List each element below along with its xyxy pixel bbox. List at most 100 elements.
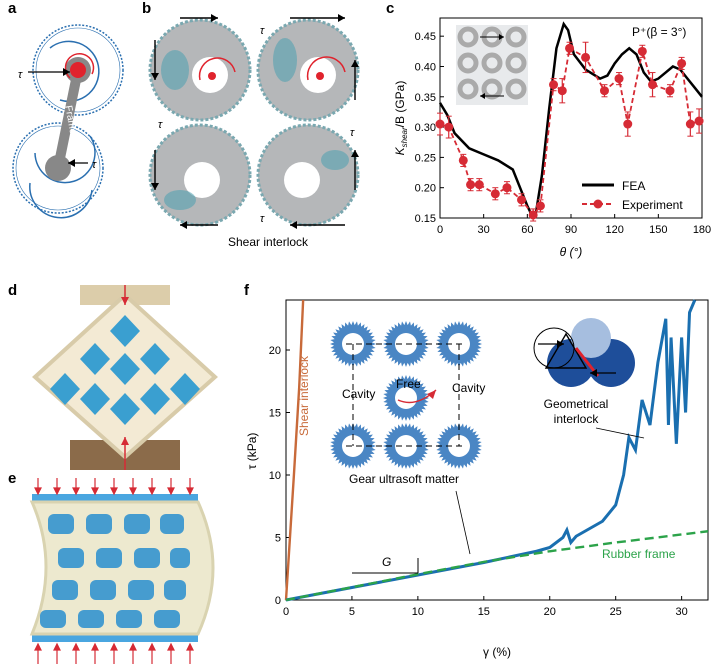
geo-line1: Geometrical <box>544 397 609 411</box>
f-ytick-label: 10 <box>269 470 281 482</box>
c-xtick-label: 90 <box>565 224 577 236</box>
experiment-point <box>444 122 454 132</box>
experiment-point <box>677 58 687 68</box>
panel-f-ylabel: τ (kPa) <box>246 433 259 470</box>
panel-label-f: f <box>244 282 249 299</box>
gear-hole <box>395 387 417 409</box>
load-arrow-bottom-head <box>72 642 80 651</box>
experiment-point <box>557 86 567 96</box>
experiment-point <box>466 180 476 190</box>
experiment-point <box>665 86 675 96</box>
experiment-point <box>694 116 704 126</box>
load-arrow-bottom-head <box>91 642 99 651</box>
f-xtick-label: 30 <box>676 606 688 618</box>
panel-a-tau-bottom: τ <box>92 159 97 171</box>
load-arrow-top-head <box>186 487 194 496</box>
shear-interlock-line <box>284 299 305 601</box>
panel-e-photo <box>29 478 215 664</box>
experiment-point <box>599 86 609 96</box>
panel-f-xlabel: γ (%) <box>483 645 511 659</box>
load-arrow-top-head <box>53 487 61 496</box>
label-free: Free <box>396 377 421 391</box>
panel-label-e: e <box>8 470 17 487</box>
panel-b-tau-3: τ <box>350 127 355 139</box>
f-ytick-label: 15 <box>269 408 281 420</box>
f-xtick-label: 25 <box>610 606 622 618</box>
gear-ultrasoft-line <box>285 299 697 602</box>
load-arrow-bottom-head <box>186 642 194 651</box>
experiment-point <box>458 155 468 165</box>
f-xtick-label: 20 <box>544 606 556 618</box>
geo-line2: interlock <box>554 412 600 426</box>
label-geometrical-interlock: Geometrical interlock <box>544 397 609 426</box>
experiment-point <box>623 119 633 129</box>
experiment-point <box>549 80 559 90</box>
load-arrow-top-head <box>129 487 137 496</box>
c-ytick-label: 0.45 <box>415 31 436 43</box>
c-xtick-label: 30 <box>478 224 490 236</box>
svg-text:Kshear/B (GPa): Kshear/B (GPa) <box>393 81 409 156</box>
experiment-point <box>685 119 695 129</box>
fea-line <box>438 21 703 217</box>
c-xtick-label: 150 <box>649 224 667 236</box>
load-arrow-bottom-head <box>34 642 42 651</box>
panel-label-d: d <box>8 282 18 299</box>
experiment-point <box>474 180 484 190</box>
panel-b-caption: Shear interlock <box>228 235 309 249</box>
label-shear-interlock: Shear interlock <box>297 355 311 436</box>
label-rubber-frame: Rubber frame <box>602 547 676 561</box>
experiment-point <box>565 43 575 53</box>
c-ytick-label: 0.15 <box>415 213 436 225</box>
panel-f-chart: 0 5 10 15 20 25 30 0 5 10 15 20 τ (kPa) γ (%) Shear… <box>246 299 709 659</box>
load-arrow-top-head <box>110 487 118 496</box>
experiment-point <box>535 201 545 211</box>
panel-a-tau-top: τ <box>18 69 23 81</box>
experiment-point <box>614 74 624 84</box>
c-xtick-label: 60 <box>521 224 533 236</box>
experiment-point <box>517 195 527 205</box>
load-arrow-bottom-head <box>110 642 118 651</box>
c-xtick-label: 120 <box>605 224 623 236</box>
experiment-point <box>581 52 591 62</box>
legend-experiment: Experiment <box>622 198 683 212</box>
f-xtick-label: 5 <box>349 606 355 618</box>
f-ytick-label: 5 <box>275 533 281 545</box>
load-arrow-top-head <box>34 487 42 496</box>
panel-b-unit-tau: τ <box>140 237 145 248</box>
panel-b-tau-4: τ <box>260 213 265 225</box>
panel-c-ylabel-k: K <box>393 146 407 155</box>
experiment-point <box>528 210 538 220</box>
panel-label-c: c <box>386 0 395 17</box>
label-cavity-right: Cavity <box>452 381 485 395</box>
load-arrow-bottom-head <box>129 642 137 651</box>
panel-c-xlabel: θ (°) <box>560 245 583 259</box>
label-gear-matter: Gear ultrasoft matter <box>349 472 459 486</box>
load-arrow-top-head <box>148 487 156 496</box>
c-ytick-label: 0.40 <box>415 61 436 73</box>
c-ytick-label: 0.35 <box>415 92 436 104</box>
panel-a-frame-label: Frame <box>62 105 78 136</box>
panel-c-inset-lattice <box>456 25 528 105</box>
c-ytick-label: 0.25 <box>415 152 436 164</box>
panel-d-photo <box>32 285 218 470</box>
c-xtick-label: 0 <box>437 224 443 236</box>
panel-b-tau-2: τ <box>158 119 163 131</box>
panel-b-tau-1: τ <box>260 25 265 37</box>
load-arrow-top-head <box>91 487 99 496</box>
load-arrow-top-head <box>167 487 175 496</box>
legend-fea: FEA <box>622 179 645 193</box>
f-xtick-label: 15 <box>478 606 490 618</box>
panel-label-b: b <box>142 0 152 17</box>
c-ytick-label: 0.30 <box>415 122 436 134</box>
rubber-frame-line <box>285 530 709 602</box>
c-ytick-label: 0.20 <box>415 183 436 195</box>
label-G: G <box>382 555 391 569</box>
panel-label-a: a <box>8 0 17 17</box>
geo-inset: Geometrical interlock <box>533 318 635 426</box>
gear-inset: Cavity Cavity Free Gear ultrasoft matter <box>330 321 485 486</box>
f-ytick-label: 20 <box>269 345 281 357</box>
experiment-point <box>648 80 658 90</box>
load-arrow-bottom-head <box>53 642 61 651</box>
experiment-point <box>435 119 445 129</box>
label-cavity-left: Cavity <box>342 387 375 401</box>
